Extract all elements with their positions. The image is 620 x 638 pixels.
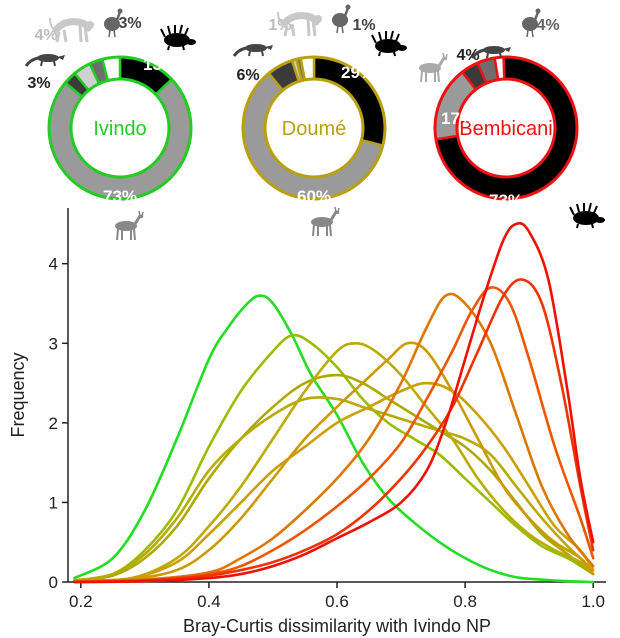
- x-tick-label: 1.0: [581, 592, 605, 611]
- donut-pct-label: 4%: [456, 47, 479, 64]
- density-series-2: [73, 333, 595, 582]
- y-axis-title: Frequency: [8, 352, 28, 437]
- donut-pct-label: 1%: [352, 17, 375, 34]
- y-tick-label: 1: [49, 493, 58, 512]
- x-axis-title: Bray-Curtis dissimilarity with Ivindo NP: [183, 616, 491, 636]
- porcupine-icon: [371, 30, 408, 57]
- donut-pct-label: 3%: [27, 75, 50, 92]
- y-tick-label: 4: [49, 255, 58, 274]
- antelope-icon: [309, 205, 341, 238]
- mongoose-icon: [232, 42, 275, 58]
- donut-pct-label: 60%: [297, 187, 331, 206]
- donut-pct-label: 4%: [34, 27, 57, 44]
- density-series-9: [73, 286, 595, 584]
- y-tick-label: 0: [49, 573, 58, 592]
- donut-site-label: Doumé: [282, 118, 346, 140]
- density-series-8: [73, 292, 595, 583]
- y-tick-label: 2: [49, 414, 58, 433]
- mongoose-icon: [24, 52, 67, 68]
- y-tick-label: 3: [49, 334, 58, 353]
- donut-pct-label: 29%: [341, 63, 375, 82]
- density-plot: 0 1 2 3 4 0.2 0.4 0.6 0.8 1.0 Bray-Curtis dissimil…: [8, 208, 606, 636]
- antelope-icon: [417, 51, 449, 84]
- density-series-10: [73, 278, 595, 584]
- donut-outer-ring: [47, 55, 193, 201]
- density-series-4: [73, 396, 595, 582]
- donut-outer-ring: [241, 55, 387, 201]
- donut-bembicani: Bembicani 73% 17% 4% 4%: [417, 7, 606, 229]
- density-series-6: [73, 381, 595, 583]
- primate-icon: [278, 12, 322, 36]
- donut-pct-label: 73%: [489, 191, 523, 210]
- donut-inner-ring: [455, 77, 557, 179]
- donut-pct-label: 4%: [536, 17, 559, 34]
- porcupine-icon: [569, 202, 606, 229]
- guineafowl-icon: [330, 3, 352, 35]
- guineafowl-icon: [102, 7, 124, 39]
- donut-inner-ring: [263, 77, 365, 179]
- donut-pct-label: 13%: [143, 55, 177, 74]
- porcupine-icon: [160, 24, 197, 51]
- donut-site-label: Bembicani: [459, 118, 552, 140]
- x-tick-label: 0.6: [325, 592, 349, 611]
- donut-ivindo: Ivindo 73% 3% 4% 3% 13%: [24, 7, 197, 242]
- primate-icon: [50, 18, 94, 42]
- x-tick-label: 0.4: [197, 592, 221, 611]
- x-tick-label: 0.8: [453, 592, 477, 611]
- x-tick-label: 0.2: [69, 592, 93, 611]
- antelope-icon: [113, 209, 145, 242]
- donut-pct-label: 17%: [441, 109, 475, 128]
- donut-pct-label: 3%: [118, 15, 141, 32]
- donut-pct-label: 73%: [103, 187, 137, 206]
- donut-pct-label: 6%: [236, 67, 259, 84]
- density-series-1: [73, 294, 595, 584]
- density-series-5: [73, 341, 595, 583]
- density-series-7: [73, 341, 595, 583]
- donut-outer-ring: [433, 55, 579, 201]
- density-series-11: [73, 221, 595, 584]
- density-series-3: [73, 373, 595, 582]
- donut-inner-ring: [69, 77, 171, 179]
- donut-site-label: Ivindo: [93, 118, 146, 140]
